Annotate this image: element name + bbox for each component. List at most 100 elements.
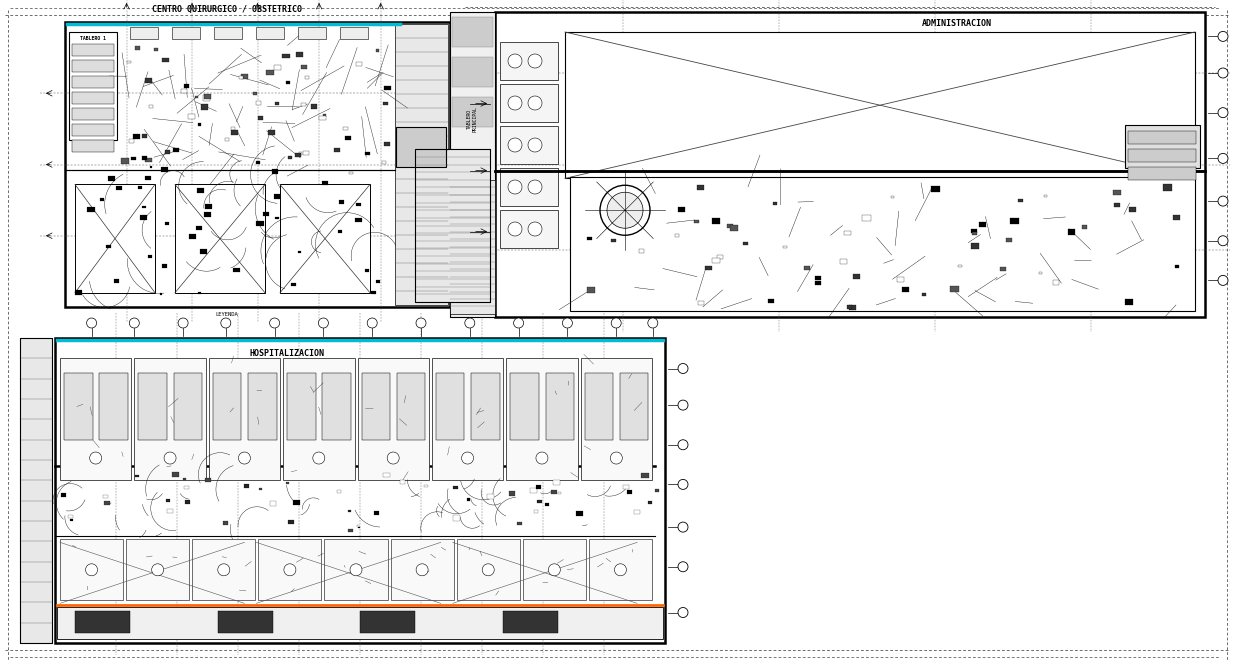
Bar bbox=[258, 117, 263, 120]
Bar bbox=[291, 283, 296, 286]
Bar bbox=[530, 488, 536, 493]
Bar bbox=[698, 301, 704, 305]
Circle shape bbox=[269, 318, 279, 328]
Bar bbox=[495, 12, 1205, 317]
Bar bbox=[269, 501, 275, 505]
Bar bbox=[195, 97, 198, 99]
Bar bbox=[75, 290, 82, 295]
Bar bbox=[374, 511, 379, 515]
Bar bbox=[500, 84, 558, 122]
Bar bbox=[558, 492, 561, 494]
Bar bbox=[310, 104, 317, 109]
Bar bbox=[711, 258, 720, 263]
Bar bbox=[301, 103, 306, 107]
Text: CENTRO QUIRURGICO / OBSTETRICO: CENTRO QUIRURGICO / OBSTETRICO bbox=[152, 5, 301, 14]
Bar bbox=[138, 373, 167, 440]
Bar bbox=[144, 78, 152, 83]
Bar bbox=[338, 230, 342, 232]
Circle shape bbox=[217, 564, 230, 576]
Bar bbox=[357, 525, 359, 527]
Bar bbox=[783, 246, 787, 248]
Bar bbox=[340, 27, 368, 39]
Bar bbox=[333, 148, 341, 153]
Bar bbox=[678, 207, 685, 212]
Bar bbox=[65, 22, 450, 307]
Bar bbox=[971, 243, 978, 249]
Bar bbox=[142, 156, 147, 160]
Bar bbox=[356, 62, 362, 65]
Circle shape bbox=[562, 318, 572, 328]
Bar bbox=[135, 358, 206, 480]
Bar bbox=[172, 472, 179, 478]
Bar bbox=[589, 539, 652, 600]
Circle shape bbox=[164, 452, 177, 464]
Bar bbox=[648, 501, 652, 503]
Bar bbox=[287, 81, 290, 85]
Bar bbox=[564, 32, 1195, 178]
Text: HOSPITALIZACION: HOSPITALIZACION bbox=[249, 348, 325, 358]
Bar bbox=[415, 149, 490, 302]
Circle shape bbox=[130, 318, 140, 328]
Bar bbox=[224, 521, 227, 525]
Circle shape bbox=[350, 564, 362, 576]
Bar bbox=[1067, 229, 1076, 234]
Bar bbox=[149, 166, 152, 168]
Bar bbox=[161, 167, 168, 172]
Bar bbox=[274, 194, 280, 199]
Bar bbox=[847, 305, 852, 309]
Bar bbox=[140, 215, 147, 220]
Bar bbox=[1128, 167, 1195, 180]
Bar bbox=[382, 161, 387, 164]
Bar bbox=[188, 114, 195, 119]
Bar bbox=[146, 158, 152, 163]
Bar bbox=[921, 292, 926, 296]
Bar bbox=[204, 94, 211, 99]
Bar bbox=[551, 490, 557, 494]
Bar bbox=[1114, 190, 1121, 195]
Bar bbox=[288, 157, 291, 159]
Circle shape bbox=[610, 452, 622, 464]
Bar bbox=[768, 298, 774, 303]
Bar bbox=[452, 97, 493, 127]
Bar bbox=[345, 136, 351, 141]
Bar bbox=[1053, 280, 1060, 284]
Bar bbox=[293, 500, 300, 505]
Bar bbox=[450, 12, 495, 317]
Bar bbox=[231, 127, 236, 130]
Circle shape bbox=[611, 318, 621, 328]
Circle shape bbox=[508, 180, 522, 194]
Bar bbox=[305, 76, 309, 79]
Bar bbox=[415, 149, 490, 302]
Bar bbox=[510, 373, 538, 440]
Bar bbox=[133, 134, 140, 139]
Bar bbox=[358, 527, 361, 528]
Bar bbox=[184, 478, 186, 480]
Circle shape bbox=[529, 96, 542, 110]
Bar bbox=[72, 124, 114, 136]
Bar bbox=[457, 539, 520, 600]
Bar bbox=[853, 274, 860, 279]
Bar bbox=[233, 268, 240, 272]
Bar bbox=[552, 480, 559, 486]
Circle shape bbox=[678, 522, 688, 532]
Circle shape bbox=[529, 138, 542, 152]
Circle shape bbox=[238, 452, 251, 464]
Circle shape bbox=[548, 564, 561, 576]
Bar bbox=[357, 203, 361, 206]
Bar bbox=[267, 70, 274, 75]
Bar bbox=[584, 373, 613, 440]
Bar bbox=[1128, 131, 1195, 144]
Bar bbox=[162, 58, 169, 63]
Bar bbox=[131, 157, 136, 160]
Bar bbox=[274, 103, 279, 105]
Circle shape bbox=[615, 564, 626, 576]
Bar bbox=[287, 373, 316, 440]
Bar bbox=[395, 24, 448, 305]
Bar bbox=[99, 373, 127, 440]
Bar bbox=[165, 499, 170, 502]
Bar bbox=[453, 515, 459, 521]
Bar bbox=[972, 232, 977, 236]
Circle shape bbox=[416, 564, 429, 576]
Circle shape bbox=[1218, 276, 1228, 286]
Bar bbox=[576, 511, 583, 516]
